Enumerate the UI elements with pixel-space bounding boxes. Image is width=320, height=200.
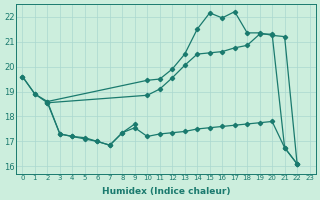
X-axis label: Humidex (Indice chaleur): Humidex (Indice chaleur) <box>102 187 230 196</box>
